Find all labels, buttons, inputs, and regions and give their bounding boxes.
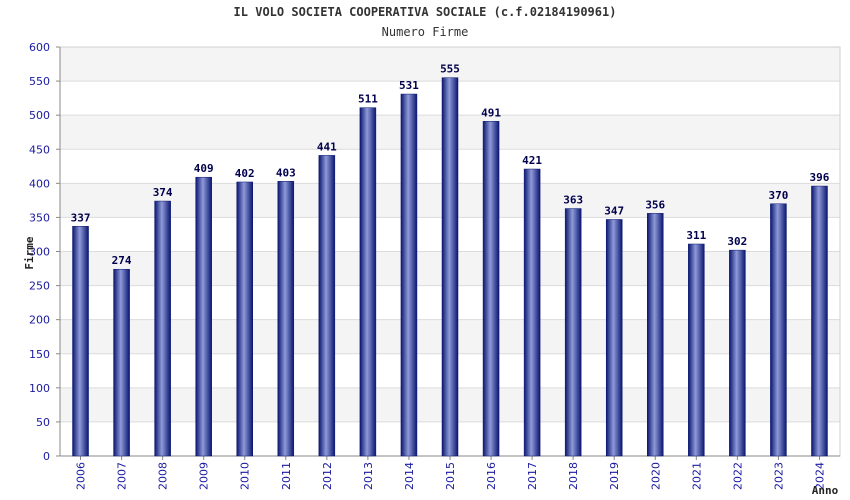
data-label: 374 xyxy=(153,186,173,199)
x-tick-label: 2010 xyxy=(239,462,252,490)
x-tick-label: 2022 xyxy=(731,462,744,490)
bar xyxy=(318,155,336,457)
x-tick-label: 2019 xyxy=(608,462,621,490)
x-tick-label: 2021 xyxy=(690,462,703,490)
data-label: 402 xyxy=(235,167,255,180)
x-tick-label: 2024 xyxy=(813,462,826,490)
bar xyxy=(72,226,89,457)
x-tick-label: 2015 xyxy=(444,462,457,490)
data-label: 356 xyxy=(645,198,665,211)
x-tick-label: 2017 xyxy=(526,462,539,490)
bar xyxy=(400,93,418,457)
bar xyxy=(482,121,500,457)
bar xyxy=(441,77,459,457)
bar xyxy=(195,176,212,457)
bar xyxy=(811,185,828,457)
bar xyxy=(236,181,253,457)
bar xyxy=(647,213,664,457)
chart-title: IL VOLO SOCIETA COOPERATIVA SOCIALE (c.f… xyxy=(233,5,617,19)
grid-band xyxy=(60,47,840,82)
bar xyxy=(564,208,582,457)
y-tick-label: 350 xyxy=(29,211,50,224)
bar xyxy=(770,203,787,457)
bar xyxy=(523,168,541,457)
data-label: 555 xyxy=(440,63,460,76)
data-label: 337 xyxy=(71,211,91,224)
x-axis-label: Anno xyxy=(812,484,839,497)
data-label: 363 xyxy=(563,194,583,207)
data-label: 396 xyxy=(810,171,830,184)
y-tick-label: 250 xyxy=(29,280,50,293)
bar xyxy=(688,243,705,457)
chart-subtitle: Numero Firme xyxy=(381,25,469,39)
data-label: 491 xyxy=(481,106,501,119)
x-tick-label: 2014 xyxy=(403,462,416,490)
bar xyxy=(729,249,746,457)
x-tick-label: 2011 xyxy=(280,462,293,490)
data-label: 302 xyxy=(727,235,747,248)
data-label: 274 xyxy=(112,254,132,267)
bar xyxy=(113,268,130,457)
bar xyxy=(359,107,377,457)
data-label: 403 xyxy=(276,166,296,179)
y-tick-label: 450 xyxy=(29,143,50,156)
y-tick-label: 100 xyxy=(29,382,50,395)
y-tick-label: 0 xyxy=(43,450,50,463)
data-label: 511 xyxy=(358,93,378,106)
x-tick-label: 2016 xyxy=(485,462,498,490)
bar xyxy=(154,200,171,457)
x-tick-label: 2023 xyxy=(772,462,785,490)
x-tick-label: 2013 xyxy=(362,462,375,490)
y-axis-label: Firme xyxy=(23,236,36,269)
x-tick-label: 2012 xyxy=(321,462,334,490)
y-tick-label: 300 xyxy=(29,246,50,259)
x-tick-label: 2007 xyxy=(116,462,129,490)
data-label: 347 xyxy=(604,204,624,217)
y-tick-label: 150 xyxy=(29,348,50,361)
y-tick-label: 50 xyxy=(36,416,50,429)
y-tick-label: 550 xyxy=(29,75,50,88)
y-tick-label: 500 xyxy=(29,109,50,122)
x-tick-label: 2020 xyxy=(649,462,662,490)
y-tick-label: 200 xyxy=(29,314,50,327)
x-tick-label: 2008 xyxy=(157,462,170,490)
data-label: 421 xyxy=(522,154,542,167)
bar xyxy=(277,181,295,457)
y-tick-label: 600 xyxy=(29,41,50,54)
data-label: 311 xyxy=(686,229,706,242)
x-tick-label: 2018 xyxy=(567,462,580,490)
data-label: 370 xyxy=(768,189,788,202)
data-label: 441 xyxy=(317,140,337,153)
x-tick-label: 2009 xyxy=(198,462,211,490)
y-tick-label: 400 xyxy=(29,177,50,190)
x-tick-label: 2006 xyxy=(75,462,88,490)
data-label: 531 xyxy=(399,79,419,92)
data-label: 409 xyxy=(194,162,214,175)
bar xyxy=(605,219,623,457)
